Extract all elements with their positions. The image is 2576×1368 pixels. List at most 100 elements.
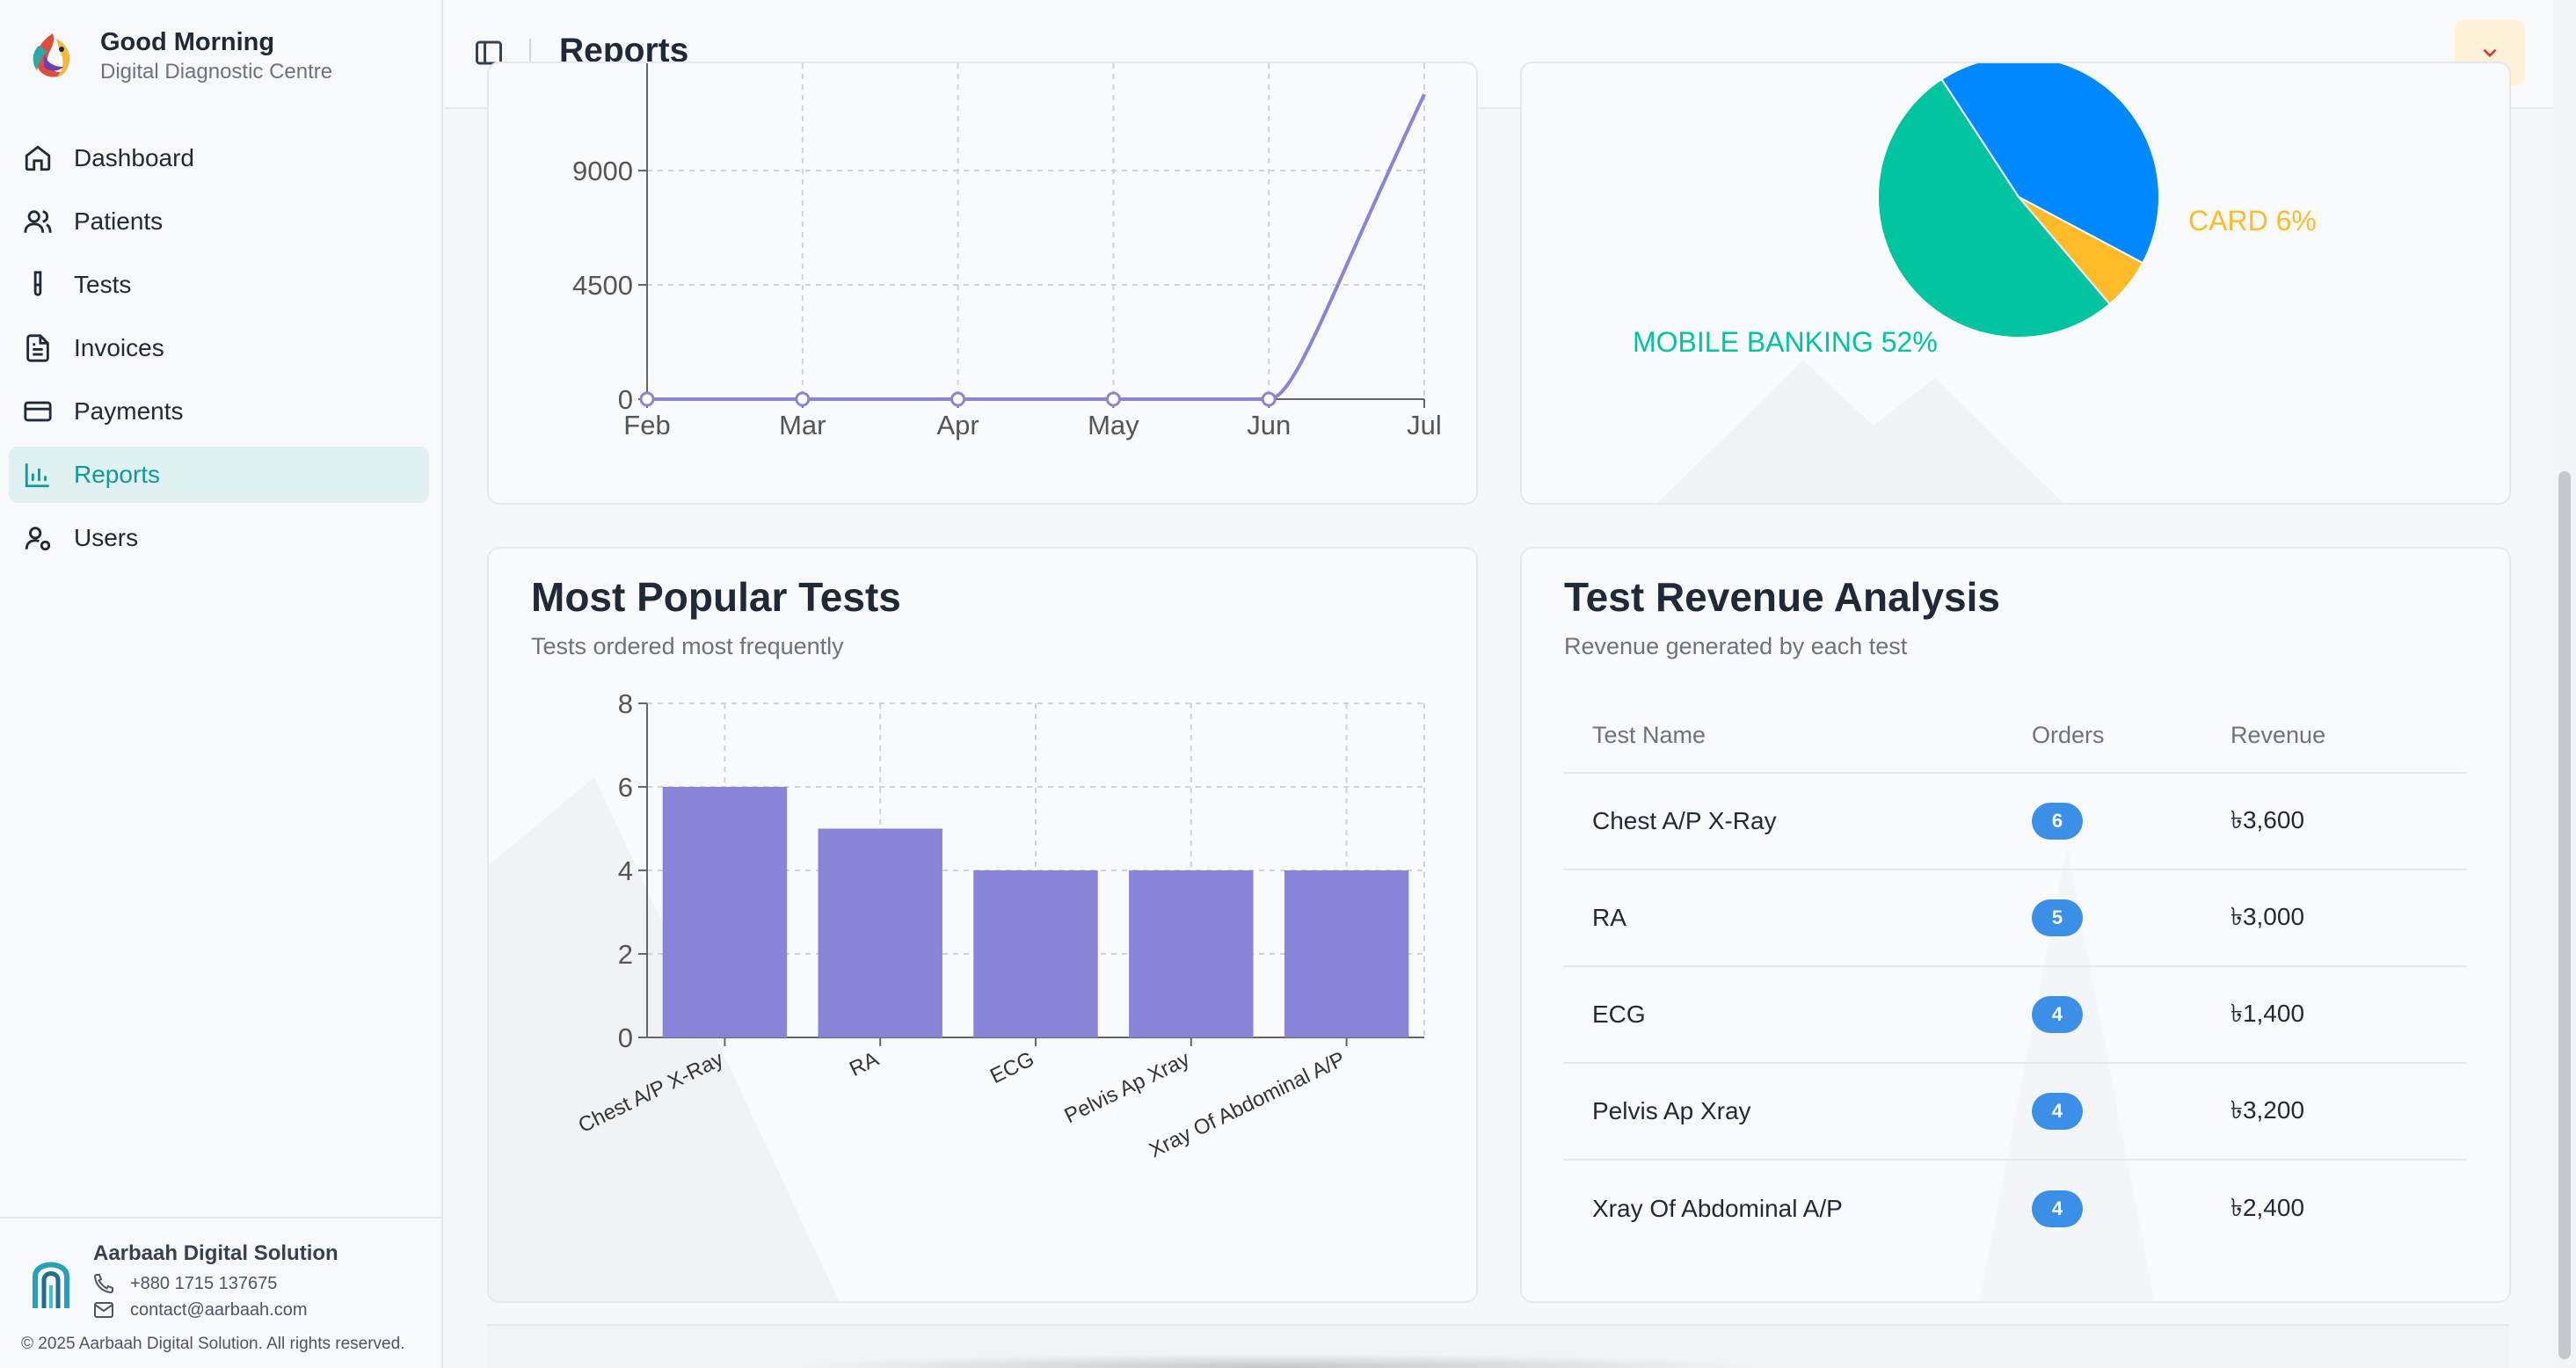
payment-methods-card: CARD 6% MOBILE BANKING 52%: [1520, 62, 2511, 505]
sidebar-nav: Dashboard Patients Tests Invoices Paymen…: [9, 130, 429, 573]
company-phone: +880 1715 137675: [93, 1273, 277, 1294]
sidebar-item-dashboard[interactable]: Dashboard: [9, 130, 429, 186]
test-name-cell: Chest A/P X-Ray: [1592, 807, 1777, 834]
brand: Good Morning Digital Diagnostic Centre: [26, 26, 332, 86]
sidebar-item-label: Dashboard: [74, 144, 194, 171]
pie-chart: CARD 6% MOBILE BANKING 52%: [1633, 63, 2317, 358]
y-tick-label: 0: [618, 1022, 633, 1053]
revenue-cell: ৳3,600: [2230, 805, 2305, 833]
company-email[interactable]: contact@aarbaah.com: [93, 1299, 308, 1321]
test-name-cell: Xray Of Abdominal A/P: [1592, 1195, 1843, 1222]
sidebar-item-label: Users: [74, 524, 139, 551]
pie-slice-mobile-banking: [1877, 77, 2112, 338]
sidebar-item-patients[interactable]: Patients: [9, 193, 429, 250]
next-section-edge: [487, 1324, 2509, 1368]
user-cog-icon: [25, 527, 51, 551]
copyright: © 2025 Aarbaah Digital Solution. All rig…: [21, 1335, 405, 1353]
sidebar-item-label: Payments: [74, 397, 184, 425]
phone-text: +880 1715 137675: [130, 1273, 278, 1293]
decorative-mountain: [489, 777, 840, 1301]
decorative-mountain: [1979, 848, 2155, 1301]
orders-badge: 5: [2032, 899, 2083, 936]
bottom-shadow: [791, 1354, 1758, 1368]
sidebar-item-invoices[interactable]: Invoices: [9, 320, 429, 376]
sidebar-item-users[interactable]: Users: [9, 510, 429, 566]
pie-label-card: CARD 6%: [2188, 205, 2317, 236]
column-header-revenue: Revenue: [2230, 721, 2326, 748]
revenue-cell: ৳3,200: [2230, 1095, 2305, 1124]
sidebar-item-tests[interactable]: Tests: [9, 257, 429, 313]
revenue-cell: ৳3,000: [2230, 902, 2305, 930]
test-name-cell: RA: [1592, 904, 1626, 931]
sidebar-item-payments[interactable]: Payments: [9, 383, 429, 440]
x-tick-label: ECG: [986, 1047, 1038, 1088]
table-row: RA 5 ৳3,000: [1564, 870, 2466, 967]
pie-label-mobile-banking: MOBILE BANKING 52%: [1633, 326, 1938, 358]
test-tube-icon: [33, 271, 42, 296]
revenue-table: Test Name Orders Revenue Chest A/P X-Ray…: [1564, 698, 2466, 1257]
bar-chart-icon: [25, 463, 49, 488]
bar: [1284, 870, 1409, 1037]
x-tick-label: Jul: [1407, 410, 1442, 440]
orders-badge: 4: [2032, 996, 2083, 1033]
table-row: ECG 4 ৳1,400: [1564, 967, 2466, 1064]
y-tick-label: 9000: [572, 156, 633, 186]
decorative-mountain: [1657, 360, 2063, 503]
x-tick-label: May: [1088, 410, 1139, 440]
pie-slice-other: [1940, 63, 2160, 265]
test-name-cell: ECG: [1592, 1001, 1646, 1028]
card-title: Test Revenue Analysis: [1564, 574, 2000, 620]
scrollbar-thumb[interactable]: [2558, 471, 2571, 1359]
orders-badge: 4: [2032, 1190, 2083, 1227]
sidebar-toggle-icon[interactable]: [473, 37, 505, 69]
test-revenue-card: Test Revenue Analysis Revenue generated …: [1520, 547, 2511, 1303]
line-chart: Feb Mar Apr May Jun Jul 0 4500 9000: [572, 63, 1442, 440]
sidebar-item-reports[interactable]: Reports: [9, 447, 429, 503]
header-divider: [529, 39, 531, 67]
x-tick-label: Pelvis Ap Xray: [1061, 1047, 1194, 1128]
table-row: Pelvis Ap Xray 4 ৳3,200: [1564, 1064, 2466, 1161]
data-point: [1105, 391, 1121, 407]
bar: [662, 787, 788, 1037]
company-logo-icon: [33, 1262, 69, 1308]
popular-tests-card: Most Popular Tests Tests ordered most fr…: [487, 547, 1478, 1303]
email-text: contact@aarbaah.com: [130, 1299, 308, 1320]
data-series-line: [647, 93, 1426, 401]
bar: [1129, 870, 1254, 1037]
table-row: Chest A/P X-Ray 6 ৳3,600: [1564, 774, 2466, 870]
bar: [973, 870, 1098, 1037]
credit-card-icon: [24, 401, 52, 422]
company-name: Aarbaah Digital Solution: [93, 1241, 338, 1265]
x-tick-label: Apr: [936, 410, 979, 440]
org-name: Digital Diagnostic Centre: [100, 60, 333, 84]
y-tick-label: 6: [618, 772, 633, 803]
home-icon: [25, 145, 51, 171]
card-title: Most Popular Tests: [531, 574, 901, 620]
sidebar-item-label: Reports: [74, 461, 161, 488]
revenue-cell: ৳1,400: [2230, 999, 2305, 1027]
x-tick-label: Jun: [1247, 410, 1291, 440]
greeting: Good Morning: [100, 28, 275, 56]
brand-logo-icon: [33, 33, 70, 77]
revenue-cell: ৳2,400: [2230, 1193, 2305, 1221]
mail-icon: [94, 1302, 113, 1318]
revenue-trend-card: Feb Mar Apr May Jun Jul 0 4500 9000: [487, 62, 1478, 505]
sidebar-item-label: Invoices: [74, 334, 164, 361]
column-header-orders: Orders: [2032, 721, 2105, 748]
sidebar: Good Morning Digital Diagnostic Centre D…: [0, 0, 443, 1368]
x-tick-label: Feb: [623, 410, 670, 440]
sidebar-footer: Aarbaah Digital Solution +880 1715 13767…: [0, 1217, 443, 1368]
data-point: [639, 391, 655, 407]
table-row: Xray Of Abdominal A/P 4 ৳2,400: [1564, 1161, 2466, 1257]
table-header: Test Name Orders Revenue: [1564, 698, 2466, 774]
chevron-down-icon: [2483, 48, 2497, 58]
x-tick-label: Chest A/P X-Ray: [575, 1047, 727, 1138]
sidebar-item-label: Tests: [74, 271, 132, 298]
data-point: [1261, 391, 1277, 407]
y-tick-label: 4: [618, 855, 633, 886]
file-text-icon: [26, 334, 49, 362]
data-point: [950, 391, 966, 407]
sidebar-item-label: Patients: [74, 207, 164, 235]
card-subtitle: Revenue generated by each test: [1564, 633, 1908, 659]
x-tick-label: RA: [846, 1047, 883, 1081]
